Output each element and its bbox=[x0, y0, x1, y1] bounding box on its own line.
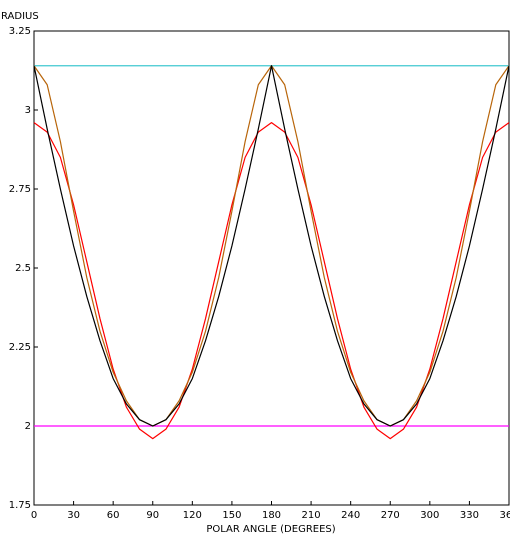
x-tick-label: 90 bbox=[146, 510, 159, 521]
y-tick-label: 2.25 bbox=[9, 342, 31, 353]
y-axis-label: RADIUS bbox=[1, 11, 39, 22]
x-tick-label: 330 bbox=[460, 510, 479, 521]
x-tick-label: 300 bbox=[420, 510, 439, 521]
x-tick-label: 360 bbox=[499, 510, 510, 521]
plot-frame bbox=[33, 30, 510, 506]
y-tick-label: 2.75 bbox=[9, 184, 31, 195]
x-tick-label: 0 bbox=[31, 510, 37, 521]
x-tick-label: 240 bbox=[341, 510, 360, 521]
x-tick-label: 30 bbox=[67, 510, 80, 521]
x-tick-label: 120 bbox=[183, 510, 202, 521]
x-tick-label: 60 bbox=[107, 510, 120, 521]
x-axis-label: POLAR ANGLE (DEGREES) bbox=[206, 524, 335, 535]
x-tick-label: 270 bbox=[381, 510, 400, 521]
y-tick-label: 2.5 bbox=[15, 263, 31, 274]
y-tick-label: 3.25 bbox=[9, 26, 31, 37]
y-tick-label: 3 bbox=[25, 105, 31, 116]
x-tick-label: 210 bbox=[302, 510, 321, 521]
series-line bbox=[33, 65, 510, 427]
x-tick-label: 180 bbox=[262, 510, 281, 521]
y-tick-label: 1.75 bbox=[9, 500, 31, 511]
y-tick-label: 2 bbox=[25, 421, 31, 432]
series-line bbox=[33, 65, 510, 427]
x-tick-label: 150 bbox=[222, 510, 241, 521]
series-line bbox=[33, 122, 510, 440]
